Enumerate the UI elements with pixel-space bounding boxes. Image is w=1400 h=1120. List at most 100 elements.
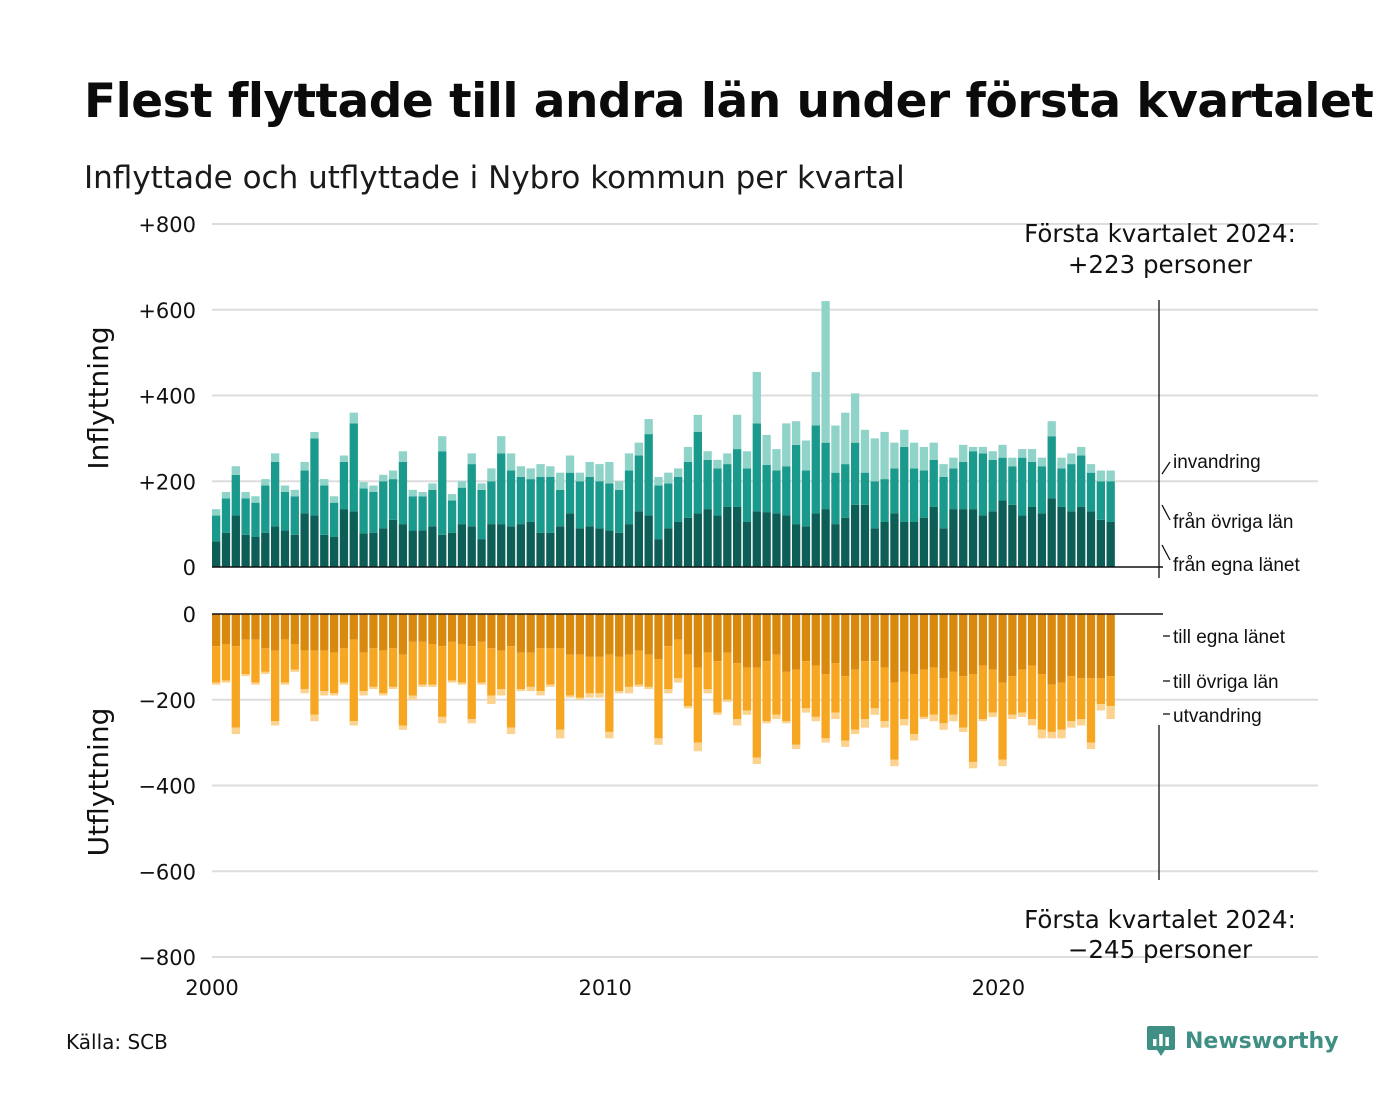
bar-out-till-egna-lanet xyxy=(497,614,506,651)
bar-out-till-ovriga-lan xyxy=(693,667,702,743)
bar-out-utvandring xyxy=(1018,712,1027,717)
bar-in-invandring xyxy=(919,446,929,471)
bar-in-fran-ovriga-lan xyxy=(595,481,604,529)
x-tick-label: 2020 xyxy=(972,976,1025,1000)
bar-in-invandring xyxy=(949,457,958,469)
bar-in-invandring xyxy=(831,425,840,473)
bar-out-utvandring xyxy=(841,740,850,747)
bar-out-till-egna-lanet xyxy=(556,614,565,649)
bar-out-till-ovriga-lan xyxy=(1037,674,1047,730)
bar-in-fran-ovriga-lan xyxy=(467,464,476,527)
bar-out-till-egna-lanet xyxy=(457,614,467,645)
bar-out-till-egna-lanet xyxy=(447,614,457,642)
bar-out-utvandring xyxy=(280,682,290,685)
bar-out-till-egna-lanet xyxy=(1086,614,1096,679)
bar-in-fran-ovriga-lan xyxy=(349,423,358,512)
bar-out-till-ovriga-lan xyxy=(909,674,919,735)
bar-out-till-ovriga-lan xyxy=(477,641,486,683)
bar-out-till-ovriga-lan xyxy=(664,646,673,690)
bar-in-fran-egna-lanet xyxy=(310,515,319,567)
bar-in-fran-ovriga-lan xyxy=(841,464,850,518)
bar-out-till-ovriga-lan xyxy=(369,648,378,687)
bar-out-till-ovriga-lan xyxy=(880,667,889,722)
bar-out-utvandring xyxy=(290,669,299,672)
bar-in-invandring xyxy=(939,464,948,477)
bar-out-utvandring xyxy=(467,719,476,724)
bar-out-utvandring xyxy=(457,682,467,685)
bar-out-utvandring xyxy=(713,712,722,715)
bar-in-fran-egna-lanet xyxy=(644,515,653,567)
bar-in-fran-egna-lanet xyxy=(497,524,506,567)
bar-out-till-ovriga-lan xyxy=(624,654,634,687)
bar-in-fran-egna-lanet xyxy=(447,532,457,567)
bar-out-utvandring xyxy=(654,738,663,745)
y-tick-label-in: +400 xyxy=(138,385,196,409)
bar-in-invandring xyxy=(1077,446,1086,456)
bar-in-invandring xyxy=(1106,470,1115,482)
bar-out-till-ovriga-lan xyxy=(428,644,437,685)
bar-out-till-ovriga-lan xyxy=(870,661,879,709)
bar-out-till-egna-lanet xyxy=(890,614,899,683)
bar-out-till-ovriga-lan xyxy=(261,648,270,672)
bar-out-utvandring xyxy=(762,721,771,724)
y-tick-label-in: +200 xyxy=(138,470,196,494)
bar-in-fran-egna-lanet xyxy=(320,534,329,567)
bar-out-till-egna-lanet xyxy=(536,614,545,649)
bar-in-fran-ovriga-lan xyxy=(526,479,535,522)
bar-out-till-ovriga-lan xyxy=(379,650,388,694)
bar-in-fran-ovriga-lan xyxy=(615,489,624,533)
bar-in-invandring xyxy=(221,491,231,499)
bar-out-till-ovriga-lan xyxy=(487,648,496,696)
bar-out-till-egna-lanet xyxy=(329,614,339,653)
bar-in-invandring xyxy=(506,453,516,471)
chart-title: Flest flyttade till andra län under förs… xyxy=(84,74,1374,129)
bar-out-till-ovriga-lan xyxy=(349,639,358,722)
bar-in-invandring xyxy=(674,468,683,477)
bar-in-fran-egna-lanet xyxy=(762,512,771,567)
bar-in-fran-egna-lanet xyxy=(467,526,476,567)
bar-in-invandring xyxy=(762,434,771,465)
bar-out-utvandring xyxy=(703,689,712,694)
bar-in-fran-ovriga-lan xyxy=(762,464,771,513)
bar-in-fran-ovriga-lan xyxy=(732,449,742,507)
bar-in-fran-ovriga-lan xyxy=(457,487,467,525)
bar-in-invandring xyxy=(290,489,299,497)
bar-in-invandring xyxy=(998,444,1007,458)
bar-out-till-egna-lanet xyxy=(1057,614,1066,683)
bar-in-fran-egna-lanet xyxy=(1086,511,1096,567)
bar-in-fran-egna-lanet xyxy=(1027,506,1037,567)
bar-out-utvandring xyxy=(683,706,693,709)
bar-in-fran-ovriga-lan xyxy=(890,468,899,514)
bar-out-till-egna-lanet xyxy=(310,614,319,651)
bar-out-till-egna-lanet xyxy=(290,614,299,645)
bar-in-invandring xyxy=(369,485,378,492)
bar-in-fran-ovriga-lan xyxy=(870,481,879,529)
bar-out-till-ovriga-lan xyxy=(231,646,240,728)
bar-in-invandring xyxy=(467,453,476,465)
bar-in-fran-ovriga-lan xyxy=(438,451,447,535)
bar-out-till-egna-lanet xyxy=(526,614,535,653)
bar-out-utvandring xyxy=(1086,742,1096,750)
bar-in-fran-egna-lanet xyxy=(1077,506,1086,567)
bar-out-utvandring xyxy=(674,678,683,683)
bar-in-invandring xyxy=(457,481,467,488)
bar-in-invandring xyxy=(880,431,889,480)
bar-out-till-ovriga-lan xyxy=(801,661,811,709)
bar-out-till-ovriga-lan xyxy=(713,661,722,713)
y-tick-label-in: +600 xyxy=(138,299,196,323)
bar-in-fran-egna-lanet xyxy=(261,532,270,567)
bar-in-fran-ovriga-lan xyxy=(418,496,427,531)
bar-out-till-egna-lanet xyxy=(831,614,840,664)
bar-in-fran-ovriga-lan xyxy=(1086,472,1096,512)
bar-in-fran-ovriga-lan xyxy=(683,461,693,518)
bar-in-invandring xyxy=(565,455,575,473)
bar-out-till-egna-lanet xyxy=(634,614,643,651)
bar-in-invandring xyxy=(339,455,349,462)
axes: +800 +600 +400 +200 0 0 −200 −400 −600 −800 2000 20… xyxy=(138,213,1171,1000)
bar-out-utvandring xyxy=(270,721,280,726)
bar-out-utvandring xyxy=(949,714,958,722)
annotation-out-line2: −245 personer xyxy=(1068,935,1253,964)
bar-in-fran-ovriga-lan xyxy=(968,451,978,510)
bar-out-utvandring xyxy=(890,759,899,767)
bar-out-utvandring xyxy=(546,684,555,687)
